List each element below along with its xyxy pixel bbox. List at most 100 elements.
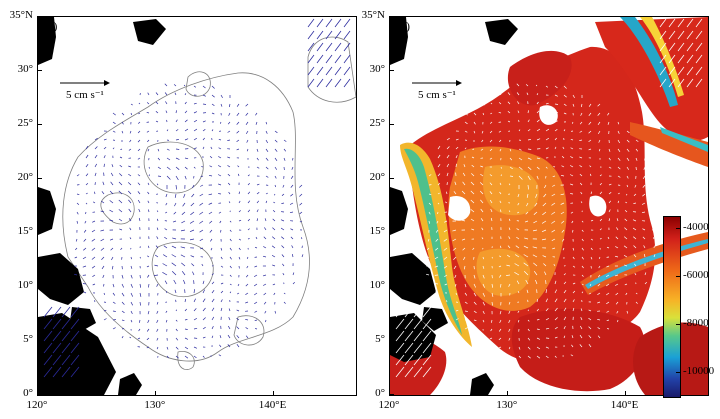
current-vector-a: [265, 148, 269, 153]
current-vector-b: [532, 246, 538, 249]
current-vector-b: [464, 301, 468, 304]
current-vector-b: [572, 290, 576, 294]
current-vector-b: [395, 330, 405, 342]
current-vector-a: [103, 146, 107, 150]
current-vector-a: [199, 220, 204, 224]
current-vector-a: [334, 54, 342, 64]
current-vector-a: [202, 85, 206, 89]
current-vector-b: [633, 202, 637, 204]
reference-vector-a: 5 cm s⁻¹: [60, 77, 180, 107]
current-vector-a: [208, 211, 213, 215]
current-vector-b: [437, 211, 439, 215]
current-vector-a: [61, 330, 71, 342]
current-vector-a: [94, 191, 96, 195]
current-vector-a: [184, 138, 189, 141]
current-vector-a: [120, 148, 123, 151]
current-vector-b: [633, 245, 637, 249]
current-vector-a: [137, 174, 141, 177]
current-vector-a: [218, 147, 222, 150]
current-vector-b: [608, 209, 611, 213]
current-vector-a: [84, 220, 87, 224]
y-tick-label-b: 25°: [369, 117, 385, 129]
current-vector-a: [238, 191, 241, 195]
current-vector-a: [211, 85, 215, 89]
current-vector-b: [563, 335, 566, 339]
current-vector-b: [499, 319, 502, 324]
current-vector-a: [112, 121, 116, 125]
current-vector-b: [597, 112, 601, 116]
current-vector-b: [428, 193, 432, 196]
x-tick-mark-b: [506, 391, 508, 395]
current-vector-a: [137, 139, 141, 143]
current-vector-b: [498, 111, 502, 114]
current-vector-a: [43, 306, 53, 318]
current-vector-b: [572, 299, 575, 303]
current-vector-a: [220, 307, 223, 312]
current-vector-a: [210, 146, 213, 150]
current-vector-a: [237, 292, 240, 295]
current-vector-a: [271, 245, 276, 249]
current-vector-b: [517, 110, 520, 114]
current-vector-b: [517, 211, 520, 214]
land-a: [38, 17, 166, 395]
current-vector-a: [148, 283, 150, 288]
current-vector-b: [524, 237, 529, 240]
current-vector-a: [256, 200, 260, 204]
current-vector-b: [626, 130, 630, 134]
current-vector-b: [428, 174, 432, 177]
current-vector-b: [473, 292, 477, 297]
current-vector-b: [623, 254, 628, 258]
current-vector-b: [404, 330, 414, 342]
current-vector-b: [482, 301, 486, 306]
current-vector-a: [147, 255, 150, 258]
map-b-canvas: [390, 17, 708, 395]
current-vector-a: [130, 274, 133, 279]
current-vector-b: [579, 165, 583, 168]
current-vector-b: [551, 211, 556, 215]
current-vector-a: [147, 148, 150, 152]
current-vector-a: [192, 271, 195, 276]
current-vector-a: [220, 299, 223, 303]
current-vector-a: [147, 245, 150, 249]
current-vector-b: [507, 254, 511, 258]
current-vector-b: [462, 181, 466, 186]
current-vector-b: [599, 238, 602, 240]
current-vector-a: [171, 262, 177, 267]
current-vector-a: [274, 157, 278, 162]
current-vector-b: [579, 334, 583, 339]
current-vector-b: [422, 366, 432, 378]
current-vector-b: [644, 272, 647, 276]
current-vector-a: [103, 155, 106, 159]
current-vector-a: [156, 337, 159, 341]
current-vector-b: [499, 274, 502, 278]
current-vector-a: [236, 130, 240, 134]
current-vector-a: [245, 121, 249, 126]
current-vector-a: [119, 164, 123, 168]
current-vector-a: [299, 220, 303, 223]
current-vector-a: [121, 130, 124, 134]
current-vector-b: [590, 256, 593, 260]
colorbar-tick-label: -10000: [683, 365, 715, 377]
current-vector-a: [265, 157, 269, 161]
current-vector-a: [299, 193, 303, 197]
current-vector-a: [193, 298, 196, 303]
current-vector-a: [61, 306, 71, 318]
current-vector-a: [128, 208, 132, 213]
current-vector-a: [121, 274, 124, 279]
current-vector-b: [545, 147, 549, 150]
current-vector-a: [273, 201, 276, 204]
current-vector-b: [554, 120, 558, 123]
current-vector-b: [443, 238, 448, 242]
current-vector-b: [470, 218, 475, 222]
current-vector-b: [536, 157, 541, 160]
current-vector-b: [580, 201, 583, 204]
current-vector-a: [218, 211, 222, 214]
current-vector-a: [316, 78, 324, 88]
current-vector-a: [219, 335, 222, 339]
current-vector-b: [489, 191, 493, 195]
current-vector-b: [506, 274, 511, 276]
current-vector-b: [572, 229, 574, 233]
current-vector-a: [121, 292, 125, 297]
current-vector-b: [563, 112, 567, 115]
current-vector-b: [523, 270, 529, 276]
